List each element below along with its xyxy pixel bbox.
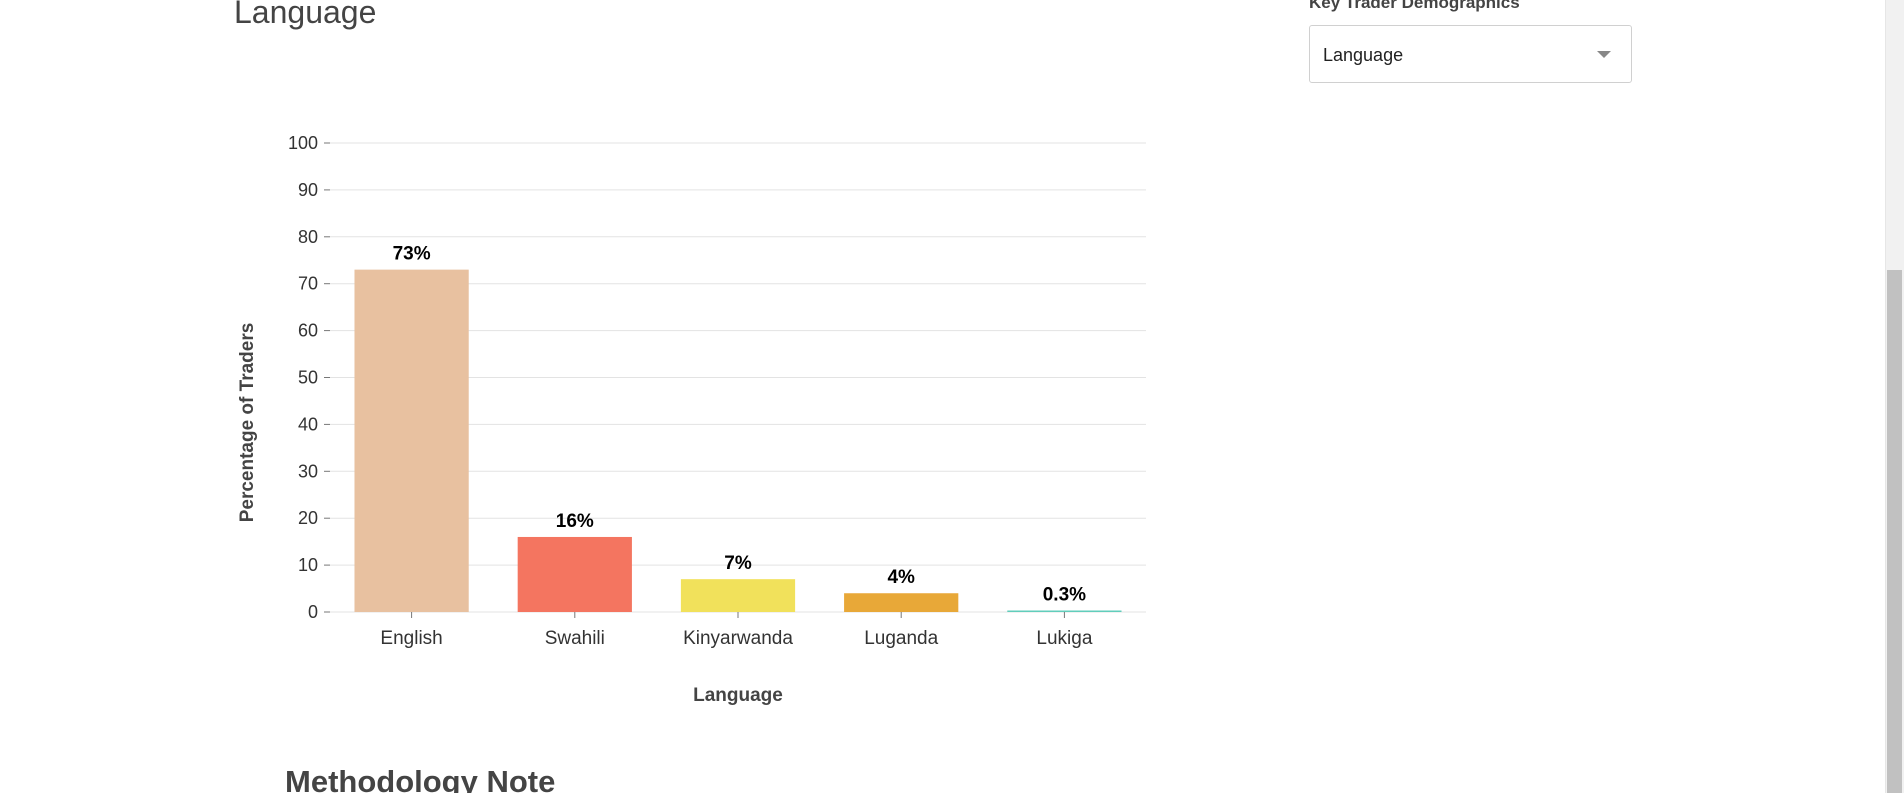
demographics-select[interactable]: Language — [1309, 25, 1632, 83]
data-label: 73% — [393, 244, 431, 265]
y-tick-label: 60 — [298, 321, 318, 341]
y-tick-label: 70 — [298, 274, 318, 294]
bar — [517, 536, 632, 612]
scrollbar-thumb[interactable] — [1887, 270, 1902, 793]
x-tick-label: Luganda — [864, 628, 938, 649]
bar — [680, 579, 796, 612]
x-tick-label: Swahili — [545, 628, 605, 649]
y-tick-label: 90 — [298, 180, 318, 200]
y-axis-title: Percentage of Traders — [237, 323, 258, 523]
y-tick-label: 10 — [298, 555, 318, 575]
data-label: 16% — [556, 511, 594, 532]
bar — [354, 269, 469, 612]
x-tick-label: Kinyarwanda — [683, 628, 793, 649]
y-tick-label: 0 — [308, 602, 318, 622]
y-tick-label: 40 — [298, 414, 318, 434]
page-title: Language — [234, 0, 377, 30]
demographics-select-value: Language — [1323, 45, 1404, 65]
data-label: 0.3% — [1043, 585, 1086, 606]
bar — [844, 593, 959, 612]
y-tick-label: 20 — [298, 508, 318, 528]
y-tick-label: 30 — [298, 461, 318, 481]
data-label: 7% — [724, 553, 752, 574]
chart-container: 0 10 20 30 40 50 60 70 80 90 100 73% English 16% Swahi… — [220, 110, 1170, 720]
y-tick-label: 50 — [298, 368, 318, 388]
demographics-filter-label: Key Trader Demographics — [1309, 0, 1520, 12]
y-tick-label: 80 — [298, 227, 318, 247]
bar — [1007, 610, 1122, 612]
bar-chart: 0 10 20 30 40 50 60 70 80 90 100 73% English 16% Swahi… — [237, 133, 1146, 706]
x-tick-label: Lukiga — [1036, 628, 1092, 649]
y-tick-label: 100 — [288, 133, 318, 153]
x-axis-title: Language — [693, 685, 783, 706]
data-label: 4% — [887, 567, 915, 588]
chevron-down-icon — [1597, 51, 1611, 58]
methodology-heading: Methodology Note — [285, 764, 556, 793]
x-tick-label: English — [380, 628, 442, 649]
